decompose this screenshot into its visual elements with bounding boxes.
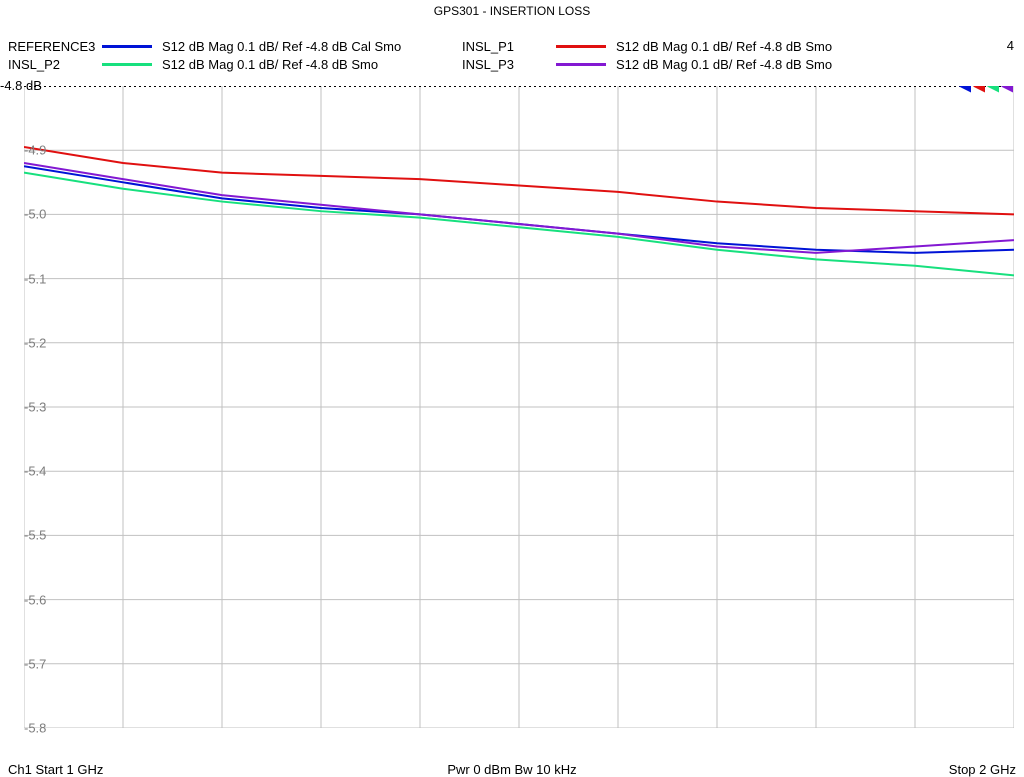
trace-legend: REFERENCE3 S12 dB Mag 0.1 dB/ Ref -4.8 dB… bbox=[8, 38, 916, 74]
y-tick-label: -5.8 bbox=[24, 721, 46, 736]
y-tick-label: -5.0 bbox=[24, 207, 46, 222]
ref-marker-icon bbox=[959, 86, 971, 93]
ref-marker-icon bbox=[987, 86, 999, 93]
y-tick-label: -5.3 bbox=[24, 400, 46, 415]
y-tick-label: -5.7 bbox=[24, 656, 46, 671]
trace-color-swatch bbox=[556, 45, 606, 48]
y-tick-label: -5.2 bbox=[24, 335, 46, 350]
ref-marker-icon bbox=[1001, 86, 1013, 93]
y-tick-label: -5.4 bbox=[24, 464, 46, 479]
trace-description: S12 dB Mag 0.1 dB/ Ref -4.8 dB Smo bbox=[616, 57, 916, 72]
trace-name: INSL_P2 bbox=[8, 57, 98, 72]
trace-name: INSL_P1 bbox=[462, 39, 552, 54]
trace-name: REFERENCE3 bbox=[8, 39, 98, 54]
ref-marker-icon bbox=[973, 86, 985, 93]
trace-description: S12 dB Mag 0.1 dB/ Ref -4.8 dB Smo bbox=[616, 39, 916, 54]
active-trace-number: 4 bbox=[1007, 38, 1014, 53]
y-tick-label: -5.5 bbox=[24, 528, 46, 543]
y-tick-label: -5.1 bbox=[24, 271, 46, 286]
trace-color-swatch bbox=[102, 63, 152, 66]
trace-description: S12 dB Mag 0.1 dB/ Ref -4.8 dB Smo bbox=[162, 57, 462, 72]
chart-title: GPS301 - INSERTION LOSS bbox=[0, 4, 1024, 18]
trace-color-swatch bbox=[102, 45, 152, 48]
y-tick-label: -5.6 bbox=[24, 592, 46, 607]
footer-center: Pwr 0 dBm Bw 10 kHz bbox=[8, 762, 1016, 777]
trace-color-swatch bbox=[556, 63, 606, 66]
chart-plot-area: -4.9-5.0-5.1-5.2-5.3-5.4-5.5-5.6-5.7-5.8 bbox=[24, 86, 1014, 728]
trace-name: INSL_P3 bbox=[462, 57, 552, 72]
y-tick-label: -4.9 bbox=[24, 143, 46, 158]
trace-description: S12 dB Mag 0.1 dB/ Ref -4.8 dB Cal Smo bbox=[162, 39, 462, 54]
footer-stop: Stop 2 GHz bbox=[949, 762, 1016, 777]
